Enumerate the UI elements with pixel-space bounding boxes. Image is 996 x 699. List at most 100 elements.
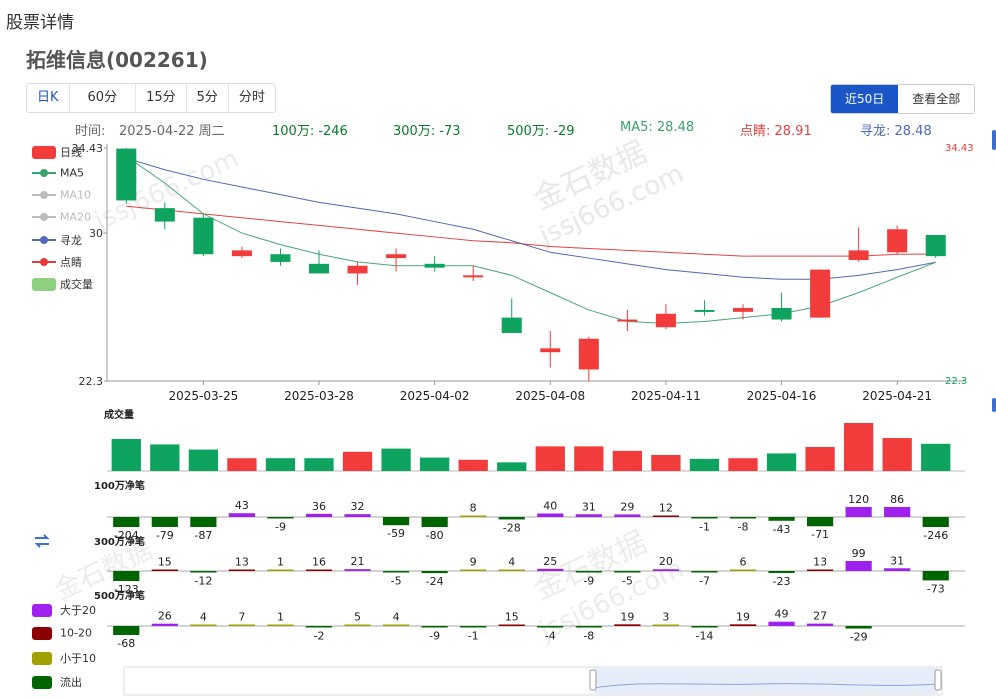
- ma5-line: [125, 155, 936, 324]
- flow-bar: [498, 624, 525, 626]
- volume-bar: [843, 423, 874, 471]
- flow-value-label: 120: [848, 493, 869, 506]
- flow-bar: [845, 507, 872, 517]
- time-label: 时间:: [75, 124, 106, 139]
- ma5-value: MA5: 28.48: [620, 120, 695, 135]
- flow-bar: [614, 571, 641, 573]
- flow-bar: [614, 624, 641, 626]
- y-right-min: 22.3: [945, 376, 967, 387]
- flow-value-label: 99: [852, 547, 866, 560]
- volume-bar: [728, 458, 758, 471]
- flow-value-label: 27: [813, 610, 827, 623]
- flow-value-label: -1: [468, 630, 479, 643]
- legend-dot-icon: [40, 236, 48, 244]
- legend-swatch-icon: [32, 626, 52, 640]
- volume-label: 成交量: [104, 408, 134, 421]
- flow-bar: [537, 626, 564, 628]
- legend-item-4[interactable]: 寻龙: [32, 232, 82, 248]
- tab-timeshare[interactable]: 分时: [238, 90, 265, 105]
- volume-bar: [612, 450, 643, 471]
- volume-bar: [265, 458, 296, 471]
- flow-bar: [768, 571, 795, 574]
- flow-legend-item-3[interactable]: 流出: [32, 674, 82, 690]
- flow-value-label: -1: [699, 521, 710, 534]
- legend-swatch-icon: [32, 603, 52, 617]
- tab-5min[interactable]: 5分: [187, 84, 229, 112]
- volume-bar: [342, 451, 373, 471]
- candle-body: [887, 229, 908, 253]
- watermark: 金石数据: [50, 535, 157, 606]
- volume-bar: [689, 458, 720, 471]
- legend-line-icon: [32, 236, 56, 244]
- flow-value-label: 26: [158, 610, 172, 623]
- flow-value-label: -80: [426, 529, 444, 542]
- flow-bar: [845, 561, 872, 571]
- legend-item-0[interactable]: 日线: [32, 144, 82, 160]
- flow-value-label: 1: [277, 611, 284, 624]
- legend-item-5[interactable]: 点睛: [32, 254, 82, 270]
- legend-label: 寻龙: [60, 234, 82, 247]
- flow-bar: [190, 624, 217, 626]
- flow-value-label: -2: [314, 630, 325, 643]
- scroll-indicator-2[interactable]: [992, 398, 996, 412]
- sync-icon[interactable]: [31, 530, 53, 552]
- volume-bar: [921, 443, 951, 471]
- flow-bar: [575, 571, 602, 573]
- tab-view-all[interactable]: 查看全部: [898, 85, 975, 113]
- flow-bar: [421, 626, 448, 628]
- candle-body: [655, 313, 676, 328]
- flow-bar: [190, 517, 217, 527]
- legend-label: 10-20: [60, 626, 92, 640]
- flow-legend-item-1[interactable]: 10-20: [32, 626, 92, 640]
- flow-value-label: 8: [470, 502, 477, 515]
- flow-value-label: -73: [927, 582, 945, 595]
- candle-body: [308, 263, 330, 274]
- x-tick-label: 2025-03-28: [284, 389, 354, 403]
- legend-item-2[interactable]: MA10: [32, 188, 91, 202]
- tab-15min[interactable]: 15分: [136, 84, 187, 112]
- flow-bar: [305, 626, 333, 628]
- x-tick-label: 2025-03-25: [168, 389, 238, 403]
- tab-60min[interactable]: 60分: [70, 84, 137, 112]
- flow-bar: [151, 517, 178, 527]
- flow-bar: [537, 513, 564, 517]
- flow-legend-item-2[interactable]: 小于10: [32, 650, 96, 666]
- legend-item-1[interactable]: MA5: [32, 166, 84, 180]
- legend-label: MA20: [60, 210, 92, 224]
- flow-bar: [691, 571, 718, 573]
- legend-item-3[interactable]: MA20: [32, 210, 91, 224]
- y-tick-label: 30: [89, 227, 103, 240]
- flow-bar: [228, 569, 256, 571]
- volume-bar: [497, 462, 527, 471]
- scroll-indicator[interactable]: [992, 130, 996, 150]
- flow-value-label: 1: [277, 556, 284, 569]
- flow-value-label: -9: [429, 630, 440, 643]
- tab-daily-k[interactable]: 日K: [27, 84, 70, 112]
- flow-bar: [768, 621, 795, 626]
- candle-body: [925, 235, 946, 257]
- range-tabs: 近50日 查看全部: [830, 84, 976, 114]
- flow-bar: [113, 626, 140, 635]
- zoom-handle-right: [934, 669, 942, 691]
- x-tick-label: 2025-04-02: [400, 389, 470, 403]
- flow-value-label: -29: [850, 631, 868, 644]
- flow-bar: [382, 571, 410, 573]
- candle-body: [386, 254, 407, 259]
- period-tabs: 日K 60分 15分 5分 分时: [26, 83, 276, 113]
- flow-value-label: 12: [659, 502, 673, 515]
- flow-value-label: 15: [505, 611, 519, 624]
- flow-value-label: 43: [235, 499, 249, 512]
- dianjing-line: [126, 205, 936, 257]
- legend-item-6[interactable]: 成交量: [32, 276, 93, 292]
- flow-legend-item-0[interactable]: 大于20: [32, 602, 96, 618]
- candle-body: [347, 265, 368, 274]
- tab-recent-50[interactable]: 近50日: [831, 85, 899, 113]
- flow-value-label: -9: [583, 575, 594, 588]
- flow-bar: [806, 517, 834, 527]
- volume-bar: [651, 455, 681, 471]
- flow-bar: [267, 569, 294, 571]
- candle-body: [424, 263, 445, 268]
- flow-value-label: 19: [620, 610, 634, 623]
- flow-value-label: 36: [312, 500, 326, 513]
- candle-body: [116, 148, 137, 201]
